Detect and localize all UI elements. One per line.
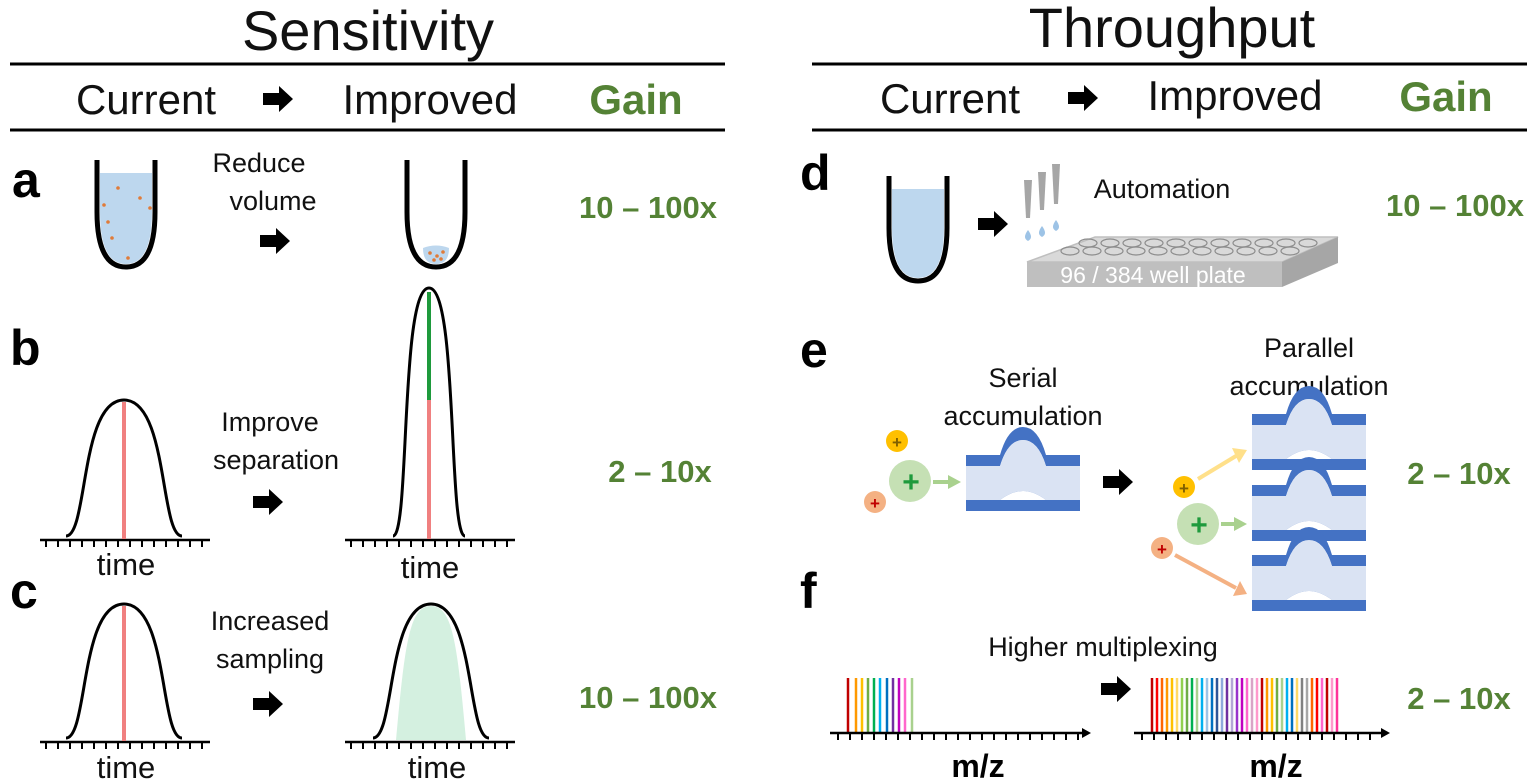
header-current: Current [76,76,216,123]
header-gain: Gain [1399,73,1492,120]
axis-label: time [408,750,467,783]
arrow-right-icon [978,211,1008,237]
tube-icon [404,160,468,270]
spectrum-peaks-right [1150,678,1339,732]
pipette-icon [1024,164,1060,241]
step-label: sampling [216,644,324,674]
throughput-title: Throughput [1029,0,1316,59]
gain-value: 2 – 10x [1407,456,1511,491]
arrow-right-icon [260,228,290,254]
panel-letter-a: a [12,152,41,208]
ion-trap-icon [966,427,1080,511]
step-label: volume [229,186,316,216]
step-label: Reduce [212,148,305,178]
arrow-right-icon [253,691,283,717]
panel-letter-b: b [10,320,41,376]
ion-trap-icon [1252,527,1366,611]
gain-value: 2 – 10x [1407,681,1511,716]
step-label: separation [213,445,339,475]
tube-icon [94,160,158,270]
step-label: Increased [211,606,330,636]
svg-text:+: + [1179,479,1189,498]
axis-label: time [97,750,156,783]
gain-value: 2 – 10x [608,454,712,489]
step-label: Serial [988,363,1057,393]
axis [345,538,515,547]
step-label: Parallel [1264,333,1354,363]
header-improved: Improved [1147,72,1322,119]
arrow-right-icon [263,86,293,112]
panel-letter-c: c [10,563,38,619]
axis-label: m/z [1249,748,1302,783]
tube-icon [886,176,950,284]
well-plate-icon: 96 / 384 well plate [1026,236,1339,288]
sampled-peak-area [396,606,466,740]
panel-letter-d: d [800,145,831,201]
header-improved: Improved [342,76,517,123]
arrow-right-icon [253,489,283,515]
header-current: Current [880,75,1020,122]
gain-value: 10 – 100x [579,190,718,225]
spectrum-peaks-left [846,678,914,732]
axis [1134,728,1390,740]
svg-text:+: + [870,494,880,513]
svg-text:+: + [902,466,920,499]
plate-label: 96 / 384 well plate [1060,262,1245,288]
gain-value: 10 – 100x [579,680,718,715]
arrow-right-icon [1101,676,1131,702]
gain-value: 10 – 100x [1386,188,1525,223]
arrow-right-icon [1103,469,1133,495]
panel-letter-e: e [800,322,828,378]
axis [40,740,210,749]
step-label: Improve [221,407,319,437]
axis-label: m/z [951,748,1004,783]
step-label: Automation [1094,174,1231,204]
chromatographic-peak [65,602,183,740]
ion-icon: + + + [864,430,961,513]
svg-text:+: + [1157,540,1167,559]
ion-icon: + + + [1151,448,1247,596]
axis [345,740,515,749]
arrow-right-icon [1068,85,1098,111]
axis [830,728,1091,740]
axis-label: time [97,547,156,582]
svg-text:+: + [1190,509,1208,542]
chromatographic-peak [65,398,183,538]
svg-text:+: + [892,433,902,452]
axis [40,538,210,547]
chromatographic-peak [391,286,467,538]
step-label: accumulation [943,401,1102,431]
header-gain: Gain [589,76,682,123]
panel-letter-f: f [800,563,817,619]
sensitivity-title: Sensitivity [242,0,494,62]
step-label: Higher multiplexing [988,632,1218,662]
chromatographic-peak [372,602,490,740]
axis-label: time [401,550,460,585]
